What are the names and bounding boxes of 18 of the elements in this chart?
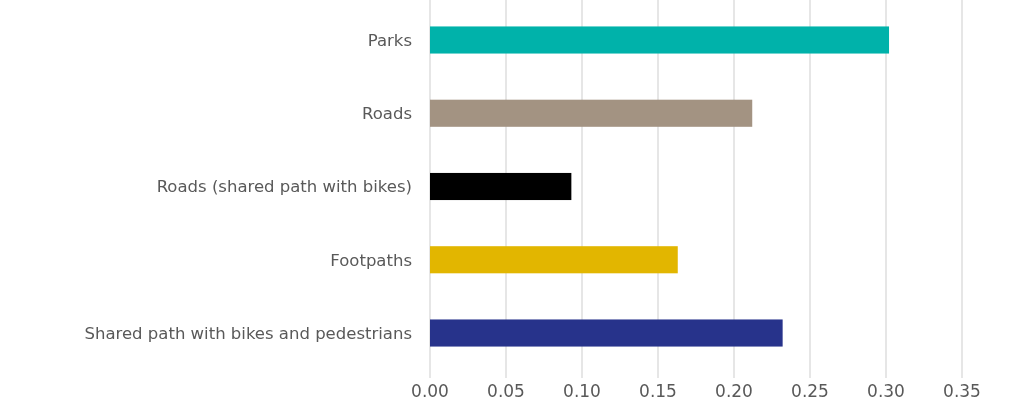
bar: [430, 26, 890, 54]
bar: [430, 172, 572, 201]
x-tick-label: 0.25: [791, 381, 829, 401]
x-tick-label: 0.10: [563, 381, 601, 401]
x-tick-label: 0.00: [411, 381, 449, 401]
y-tick-label: Parks: [367, 30, 412, 50]
x-tick-label: 0.20: [715, 381, 753, 401]
bar: [430, 246, 678, 274]
bar: [430, 319, 783, 347]
y-tick-label: Shared path with bikes and pedestrians: [84, 323, 412, 343]
bar: [430, 99, 753, 127]
x-tick-label: 0.30: [867, 381, 905, 401]
x-tick-label: 0.05: [487, 381, 525, 401]
y-tick-label: Roads: [362, 104, 412, 124]
x-tick-label: 0.35: [943, 381, 981, 401]
y-tick-label: Roads (shared path with bikes): [156, 177, 412, 197]
x-tick-label: 0.15: [639, 381, 677, 401]
y-tick-label: Footpaths: [330, 250, 412, 270]
